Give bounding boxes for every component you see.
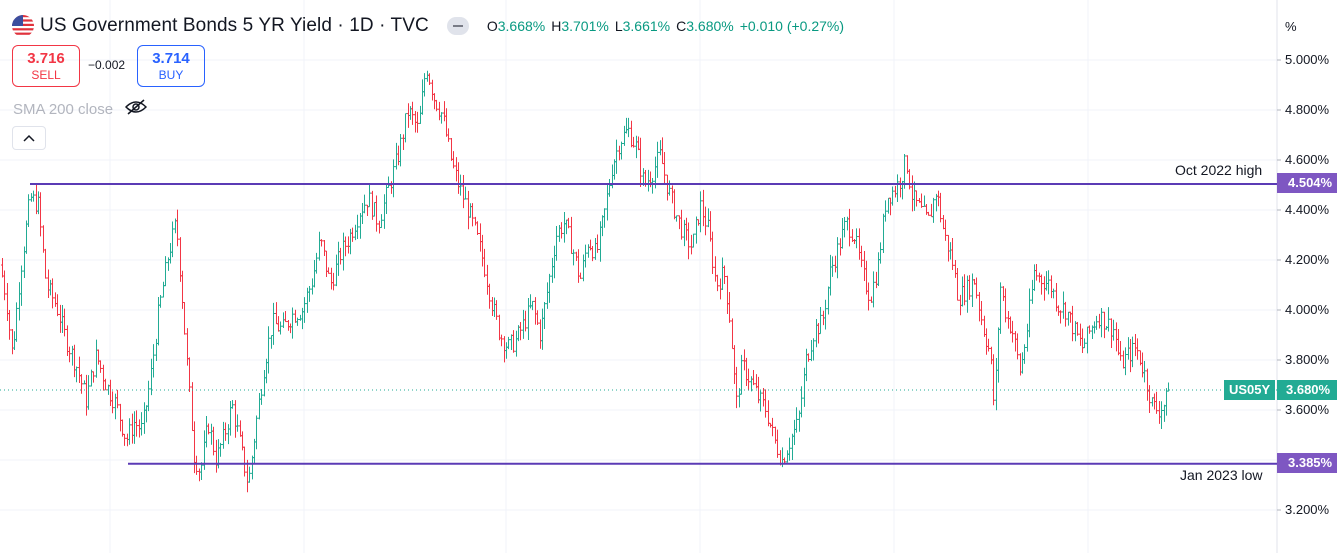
us-flag-icon bbox=[12, 15, 34, 37]
eye-crossed-icon[interactable] bbox=[125, 99, 148, 119]
low-value: 3.661% bbox=[622, 18, 671, 34]
buy-price: 3.714 bbox=[152, 50, 190, 67]
axis-tick-label: 4.200% bbox=[1285, 252, 1330, 267]
high-value: 3.701% bbox=[561, 18, 609, 34]
axis-tick-label: 4.600% bbox=[1285, 152, 1330, 167]
level-tag-low: 3.385% bbox=[1277, 453, 1337, 473]
symbol-title[interactable]: US Government Bonds 5 YR Yield · 1D · TV… bbox=[40, 15, 429, 36]
ohlc-values: O3.668% H3.701% L3.661% C3.680% +0.010 (… bbox=[487, 18, 844, 34]
chevron-up-icon bbox=[23, 134, 35, 142]
axis-tick-label: 3.200% bbox=[1285, 502, 1330, 517]
spread-value: −0.002 bbox=[88, 58, 126, 72]
close-value: 3.680% bbox=[686, 18, 734, 34]
axis-tick-label: 4.800% bbox=[1285, 102, 1330, 117]
axis-tick-label: 3.600% bbox=[1285, 402, 1330, 417]
open-key: O bbox=[486, 18, 498, 34]
axis-tick-label: 4.000% bbox=[1285, 302, 1330, 317]
buy-label: BUY bbox=[158, 68, 184, 82]
sell-price: 3.716 bbox=[27, 50, 65, 67]
collapse-legend-button[interactable] bbox=[12, 126, 46, 150]
chart-header: US Government Bonds 5 YR Yield · 1D · TV… bbox=[12, 12, 844, 40]
axis-tick-label: 4.400% bbox=[1285, 202, 1330, 217]
sell-button[interactable]: 3.716 SELL bbox=[12, 45, 80, 87]
buy-button[interactable]: 3.714 BUY bbox=[137, 45, 205, 87]
low-key: L bbox=[614, 18, 623, 34]
symbol-price-tag: US05Y bbox=[1224, 380, 1276, 400]
current-price-tag: 3.680% bbox=[1277, 380, 1337, 400]
open-value: 3.668% bbox=[497, 18, 546, 34]
axis-tick-label: 5.000% bbox=[1285, 52, 1330, 67]
level-tag-high: 4.504% bbox=[1277, 173, 1337, 193]
change-value: +0.010 (+0.27%) bbox=[739, 18, 845, 34]
visibility-toggle-icon[interactable] bbox=[446, 17, 469, 35]
sell-label: SELL bbox=[31, 68, 61, 82]
sma-label: SMA 200 close bbox=[13, 100, 114, 118]
high-key: H bbox=[551, 18, 562, 34]
close-key: C bbox=[676, 18, 687, 34]
indicator-legend[interactable]: SMA 200 close bbox=[13, 99, 148, 119]
level-note-low: Jan 2023 low bbox=[1180, 467, 1263, 483]
axis-tick-label: 3.800% bbox=[1285, 352, 1330, 367]
level-note-high: Oct 2022 high bbox=[1175, 162, 1263, 178]
axis-unit-label[interactable]: % bbox=[1285, 19, 1297, 34]
